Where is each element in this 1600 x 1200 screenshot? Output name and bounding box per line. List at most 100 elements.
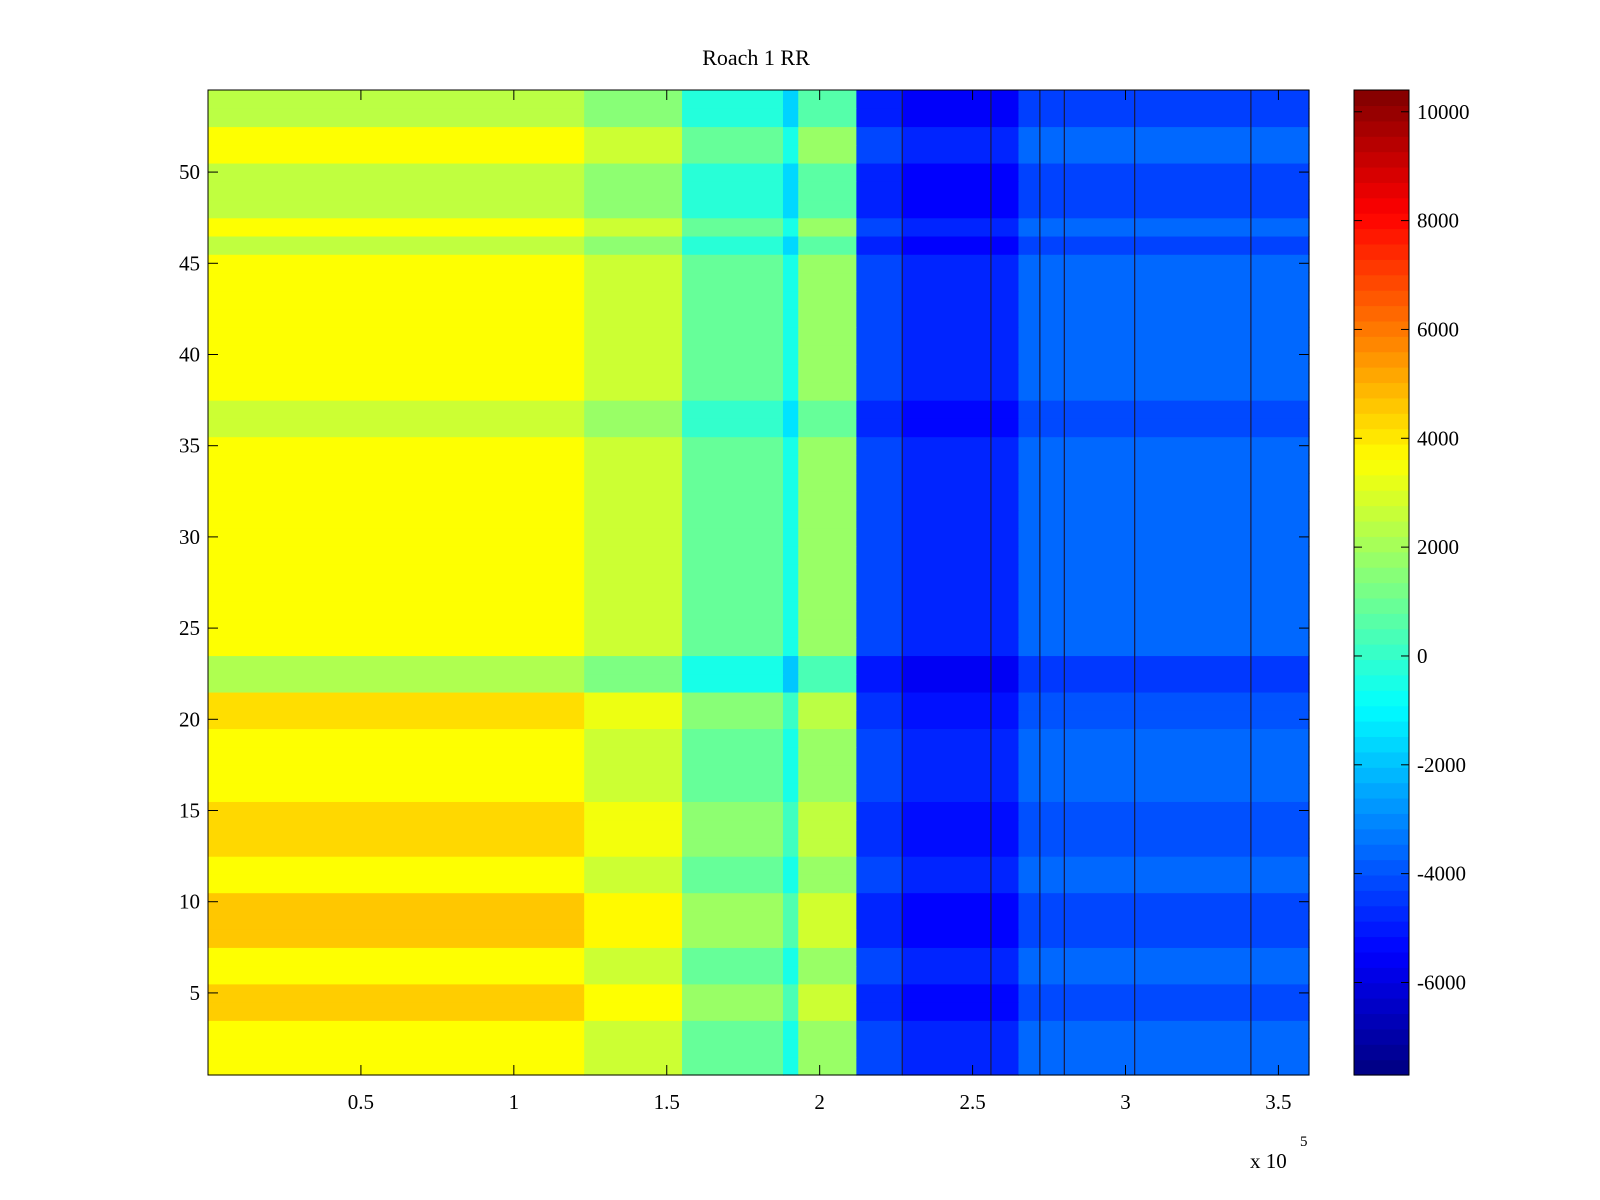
heatmap-cell (682, 473, 784, 492)
heatmap-cell (798, 764, 857, 784)
heatmap-cell (856, 618, 903, 638)
heatmap-cell (782, 381, 799, 401)
heatmap-cell (856, 929, 903, 948)
colorbar-band (1354, 320, 1409, 337)
heatmap-cell (1018, 783, 1310, 802)
heatmap-cell (798, 290, 857, 310)
heatmap-cell (584, 144, 683, 164)
heatmap-cell (584, 308, 683, 328)
heatmap-cell (798, 1038, 857, 1058)
colorbar-band (1354, 259, 1409, 276)
heatmap-cell (682, 162, 784, 182)
heatmap-cell (902, 254, 1020, 274)
heatmap-cell (902, 764, 1020, 784)
heatmap-cell (856, 746, 903, 766)
heatmap-cell (902, 637, 1020, 657)
dark-vertical-lines (901, 90, 1252, 1075)
colorbar-band (1354, 151, 1409, 168)
heatmap-cell (798, 90, 857, 109)
heatmap-cell (798, 217, 857, 237)
heatmap-cell (1018, 856, 1310, 875)
heatmap-cell (584, 874, 683, 894)
heatmap-cell (798, 1020, 857, 1040)
heatmap-cell (208, 327, 585, 346)
heatmap-cell (1018, 308, 1310, 328)
colorbar (1354, 90, 1409, 1076)
heatmap-cell (902, 546, 1020, 565)
heatmap-cell (782, 546, 799, 565)
heatmap-cell (856, 655, 903, 675)
heatmap-cell (682, 327, 784, 346)
heatmap-cell (782, 473, 799, 492)
y-tick-label: 35 (179, 434, 200, 458)
heatmap-cell (1018, 290, 1310, 310)
heatmap-cell (798, 345, 857, 365)
heatmap-cell (208, 436, 585, 456)
heatmap-cell (208, 929, 585, 948)
heatmap-cell (682, 546, 784, 565)
heatmap-cell (798, 162, 857, 182)
heatmap-cell (584, 1038, 683, 1058)
heatmap-cell (208, 235, 585, 255)
heatmap-cell (798, 436, 857, 456)
colorbar-band (1354, 182, 1409, 199)
colorbar-band (1354, 443, 1409, 460)
heatmap-cell (1018, 199, 1310, 219)
heatmap-cell (902, 728, 1020, 748)
heatmap-cell (1018, 874, 1310, 894)
heatmap-cell (208, 491, 585, 511)
heatmap-cell (782, 618, 799, 638)
heatmap-cell (902, 400, 1020, 419)
y-axis-ticks: 5 10 15 20 25 30 35 40 45 50 (179, 160, 1309, 1005)
heatmap-cell (682, 1056, 784, 1076)
colorbar-band (1354, 721, 1409, 738)
heatmap-cell (208, 1038, 585, 1058)
colorbar-tick-label: -2000 (1417, 753, 1466, 777)
heatmap-cell (1018, 1002, 1310, 1021)
heatmap-cell (584, 710, 683, 730)
heatmap-cell (682, 1038, 784, 1058)
heatmap-cell (1018, 144, 1310, 164)
colorbar-band (1354, 228, 1409, 245)
heatmap-cell (856, 144, 903, 164)
heatmap-cell (798, 509, 857, 529)
heatmap-cell (782, 400, 799, 419)
heatmap-cell (902, 983, 1020, 1003)
colorbar-band (1354, 797, 1409, 814)
heatmap-cell (682, 691, 784, 711)
heatmap-cell (856, 162, 903, 182)
heatmap-cell (856, 819, 903, 839)
heatmap-cell (208, 162, 585, 182)
heatmap-cell (798, 308, 857, 328)
heatmap-cell (1018, 655, 1310, 675)
heatmap-cell (208, 181, 585, 201)
heatmap-cell (682, 1002, 784, 1021)
heatmap-cell (682, 509, 784, 529)
heatmap-cell (1018, 564, 1310, 584)
colorbar-band (1354, 428, 1409, 445)
heatmap-cell (798, 473, 857, 492)
heatmap-cell (798, 108, 857, 128)
heatmap-cell (1018, 363, 1310, 383)
heatmap-cell (856, 436, 903, 456)
heatmap-cell (902, 783, 1020, 802)
heatmap-cell (782, 108, 799, 128)
heatmap-cell (902, 345, 1020, 365)
heatmap-cell (682, 381, 784, 401)
heatmap-cell (902, 473, 1020, 492)
heatmap-cell (856, 801, 903, 821)
y-tick-label: 30 (179, 525, 200, 549)
heatmap-cell (584, 272, 683, 292)
heatmap-cell (584, 363, 683, 383)
heatmap-cell (856, 783, 903, 802)
heatmap-cell (902, 600, 1020, 620)
heatmap-cell (584, 126, 683, 146)
heatmap-cell (682, 764, 784, 784)
heatmap-cell (782, 217, 799, 237)
heatmap-cell (782, 1020, 799, 1040)
heatmap-cell (856, 345, 903, 365)
colorbar-band (1354, 890, 1409, 907)
heatmap-cell (1018, 965, 1310, 985)
colorbar-band (1354, 336, 1409, 353)
heatmap-cell (856, 837, 903, 857)
